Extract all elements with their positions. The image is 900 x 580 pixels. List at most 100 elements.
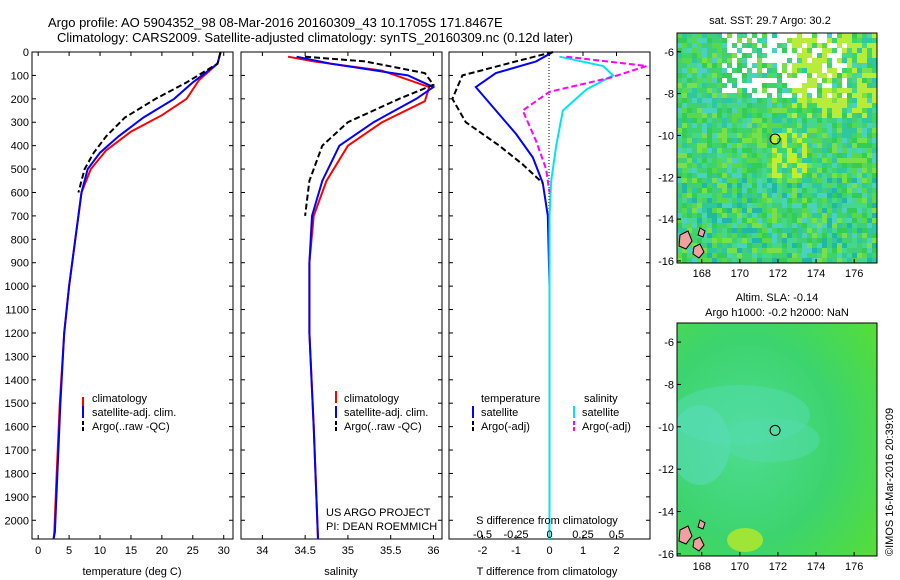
- sst-cell: [842, 153, 848, 159]
- sst-cell: [872, 243, 877, 249]
- island-shape: [692, 536, 705, 552]
- sst-cell: [777, 68, 783, 74]
- sst-cell: [792, 98, 798, 104]
- sst-cell: [827, 253, 833, 259]
- sst-cell: [827, 193, 833, 199]
- sst-cell: [837, 48, 843, 54]
- sst-cell: [737, 78, 743, 84]
- sst-cell: [792, 253, 798, 259]
- sst-cell: [712, 208, 718, 214]
- sst-cell: [852, 88, 858, 94]
- sst-cell: [752, 153, 758, 159]
- sst-cell: [852, 203, 858, 209]
- sst-cell: [717, 188, 723, 194]
- sst-cell: [677, 68, 683, 74]
- sst-cell: [777, 218, 783, 224]
- sst-cell: [752, 198, 758, 204]
- sst-cell: [797, 43, 803, 49]
- sst-cell: [752, 248, 758, 254]
- sst-cell: [732, 168, 738, 174]
- sst-cell: [817, 253, 823, 259]
- sst-cell: [807, 93, 813, 99]
- sst-cell: [842, 243, 848, 249]
- sst-cell: [762, 53, 768, 59]
- sst-cell: [852, 93, 858, 99]
- sst-cell: [817, 153, 823, 159]
- sst-cell: [742, 148, 748, 154]
- copyright-footer: ©IMOS 16-Mar-2016 20:39:09: [884, 408, 896, 556]
- sst-cell: [867, 133, 873, 139]
- sst-cell: [807, 173, 813, 179]
- sst-cell: [747, 123, 753, 129]
- sst-cell: [812, 118, 818, 124]
- sst-cell: [792, 213, 798, 219]
- sst-cell: [827, 68, 833, 74]
- sst-cell: [777, 188, 783, 194]
- sst-cell: [857, 208, 863, 214]
- salinity-series: [287, 55, 436, 540]
- salinity-panel: 34 34.5 35 35.5 36 salinity climatology sate…: [240, 51, 443, 578]
- sst-cell: [702, 98, 708, 104]
- s-tick-label: 0.5: [609, 529, 624, 541]
- sst-cell: [792, 138, 798, 144]
- sst-cell: [717, 173, 723, 179]
- sst-cell: [707, 243, 713, 249]
- sst-cell: [767, 213, 773, 219]
- sst-cell: [687, 83, 693, 89]
- sst-cell: [702, 183, 708, 189]
- sst-cell: [832, 183, 838, 189]
- sst-cell: [717, 203, 723, 209]
- sst-cell: [812, 58, 818, 64]
- sst-cell: [717, 238, 723, 244]
- sst-cell: [727, 58, 733, 64]
- sst-cell: [762, 183, 768, 189]
- sst-cell: [727, 103, 733, 109]
- sst-cell: [797, 33, 803, 39]
- sst-cell: [847, 253, 853, 259]
- sst-cell: [762, 78, 768, 84]
- sst-cell: [767, 88, 773, 94]
- sst-cell: [822, 53, 828, 59]
- sst-cell: [767, 108, 773, 114]
- sst-cell: [772, 58, 778, 64]
- sst-cell: [727, 38, 733, 44]
- sst-cell: [822, 173, 828, 179]
- sst-cell: [852, 53, 858, 59]
- sst-cell: [737, 153, 743, 159]
- sst-cell: [727, 178, 733, 184]
- sst-cell: [757, 43, 763, 49]
- sst-cell: [787, 223, 793, 229]
- sst-cell: [772, 33, 778, 39]
- sst-cell: [717, 58, 723, 64]
- sst-cell: [792, 108, 798, 114]
- sst-cell: [822, 68, 828, 74]
- sst-cell: [827, 113, 833, 119]
- sst-cell: [842, 223, 848, 229]
- sst-cell: [862, 243, 868, 249]
- sst-cell: [752, 83, 758, 89]
- sst-cell: [797, 208, 803, 214]
- sst-cell: [712, 123, 718, 129]
- sst-cell: [862, 193, 868, 199]
- sst-cell: [862, 258, 868, 263]
- sst-cell: [692, 108, 698, 114]
- sst-cell: [772, 78, 778, 84]
- sst-cell: [837, 118, 843, 124]
- sst-cell: [682, 208, 688, 214]
- sst-cell: [787, 143, 793, 149]
- sst-cell: [862, 233, 868, 239]
- sst-cell: [707, 193, 713, 199]
- sst-cell: [747, 58, 753, 64]
- sst-cell: [677, 143, 683, 149]
- sst-cell: [852, 63, 858, 69]
- sst-cell: [752, 148, 758, 154]
- sst-cell: [797, 98, 803, 104]
- sst-cell: [852, 123, 858, 129]
- sst-cell: [772, 223, 778, 229]
- sst-cell: [797, 178, 803, 184]
- sst-cell: [847, 243, 853, 249]
- sst-cell: [787, 258, 793, 263]
- depth-tick-label: 1500: [5, 398, 29, 410]
- sst-cell: [752, 143, 758, 149]
- sst-cell: [682, 248, 688, 254]
